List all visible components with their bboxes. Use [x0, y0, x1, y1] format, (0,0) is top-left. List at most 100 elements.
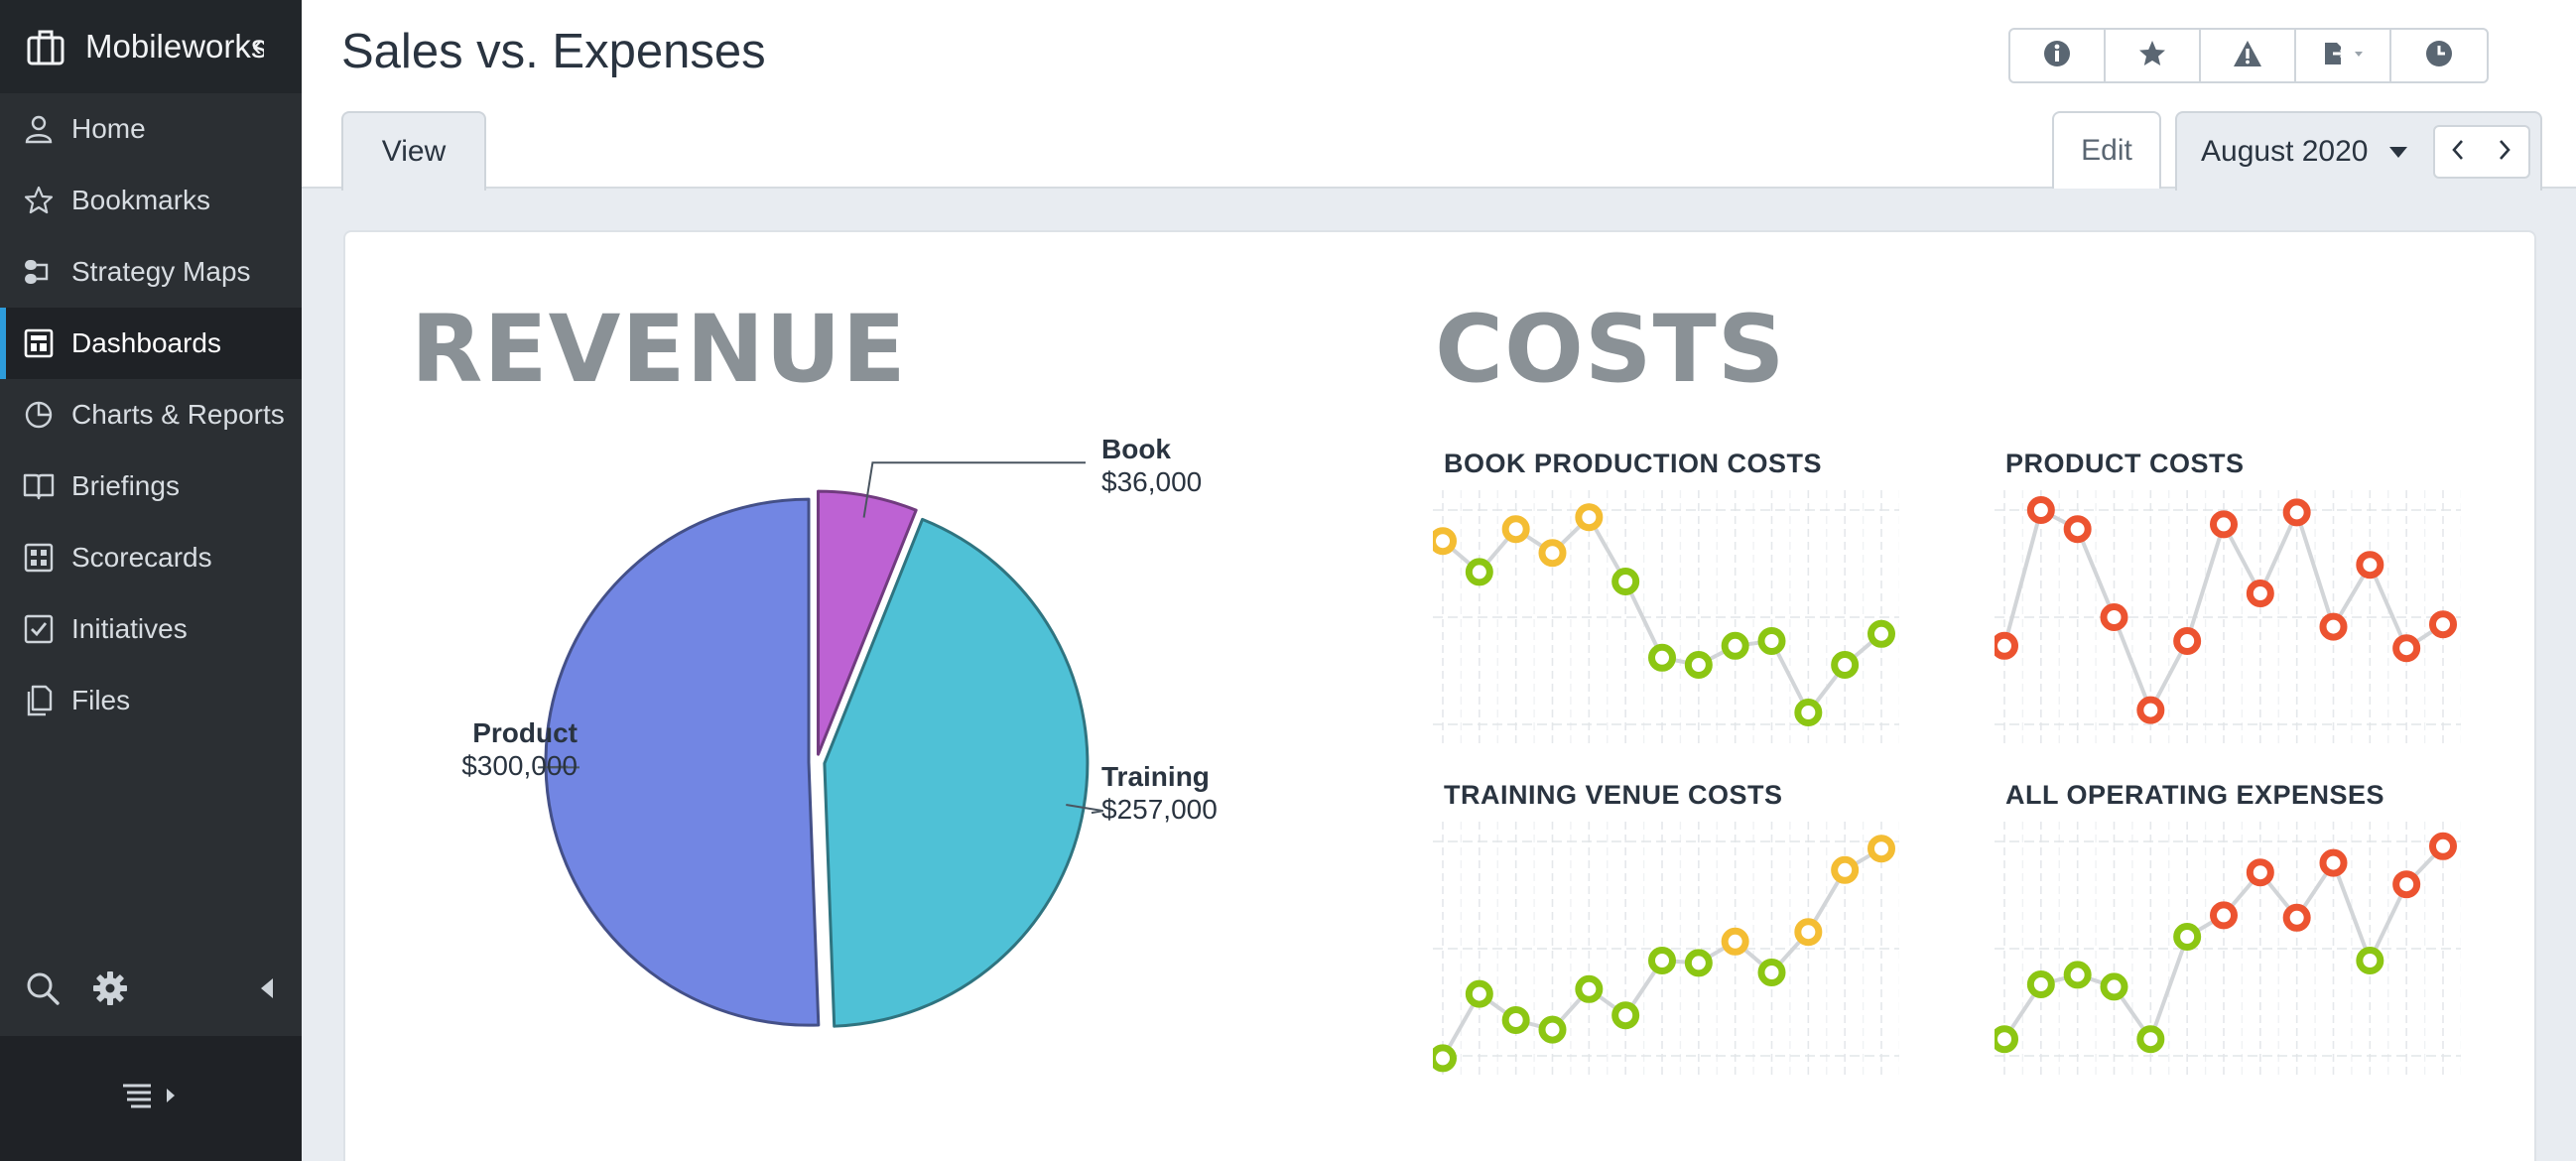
edit-button[interactable]: Edit	[2052, 111, 2161, 189]
caret-down-icon[interactable]	[2389, 147, 2407, 158]
all-operating-expenses-title: ALL OPERATING EXPENSES	[2005, 780, 2385, 810]
next-period-button[interactable]	[2481, 125, 2530, 179]
data-point[interactable]	[1684, 651, 1713, 679]
data-point[interactable]	[2063, 515, 2092, 544]
data-point[interactable]	[1995, 631, 2018, 660]
data-point[interactable]	[2429, 610, 2457, 639]
data-point[interactable]	[1868, 835, 1895, 863]
data-point[interactable]	[1648, 947, 1676, 974]
data-point[interactable]	[2210, 901, 2238, 930]
data-point[interactable]	[2319, 848, 2348, 877]
training-venue-costs-chart	[1433, 822, 1899, 1078]
data-point[interactable]	[1501, 515, 1530, 544]
triangle-left-icon[interactable]	[258, 976, 276, 1005]
data-point[interactable]	[1721, 631, 1749, 660]
data-point[interactable]	[1757, 627, 1786, 655]
app-name: Mobileworks	[85, 28, 264, 64]
pie-label-value: $257,000	[1101, 794, 1218, 825]
data-point[interactable]	[2392, 870, 2421, 899]
list-expand-icon[interactable]	[121, 1080, 181, 1118]
alert-button[interactable]	[2201, 30, 2296, 81]
sidebar-item-briefings[interactable]: Briefings	[0, 451, 302, 522]
sidebar-item-label: Home	[71, 113, 146, 144]
pie-chart-icon	[22, 398, 56, 432]
data-point[interactable]	[1575, 974, 1604, 1003]
book-production-costs-chart	[1433, 490, 1899, 746]
data-point[interactable]	[1794, 699, 1823, 726]
data-point[interactable]	[1995, 1025, 2018, 1054]
data-point[interactable]	[2173, 923, 2202, 951]
data-point[interactable]	[2356, 947, 2384, 974]
data-point[interactable]	[2136, 696, 2165, 724]
star-icon	[22, 184, 56, 217]
data-point[interactable]	[1465, 558, 1493, 586]
data-point[interactable]	[2173, 627, 2202, 655]
data-point[interactable]	[2026, 496, 2055, 524]
data-point[interactable]	[1538, 539, 1567, 568]
export-button[interactable]	[2296, 30, 2391, 81]
data-point[interactable]	[2356, 551, 2384, 580]
sidebar-item-dashboards[interactable]: Dashboards	[0, 308, 302, 379]
product-costs-title: PRODUCT COSTS	[2005, 449, 2245, 478]
data-point[interactable]	[2392, 634, 2421, 663]
sidebar-item-home[interactable]: Home	[0, 93, 302, 165]
data-point[interactable]	[2063, 961, 2092, 989]
data-point[interactable]	[1433, 527, 1457, 556]
data-point[interactable]	[1611, 1001, 1640, 1030]
pie-label-name: Product	[472, 717, 578, 748]
sidebar-item-scorecards[interactable]: Scorecards	[0, 522, 302, 593]
sidebar-nav: Home Bookmarks Strategy Maps Dashboards …	[0, 93, 302, 736]
collapse-sidebar-button[interactable]: ‹	[252, 30, 262, 63]
pie-slice-product[interactable]	[544, 497, 821, 1027]
data-point[interactable]	[2429, 832, 2457, 860]
data-point[interactable]	[1575, 503, 1604, 532]
pie-label-value: $300,000	[461, 750, 578, 781]
data-point[interactable]	[2100, 603, 2128, 631]
data-point[interactable]	[1684, 949, 1713, 977]
sidebar-item-files[interactable]: Files	[0, 665, 302, 736]
data-point[interactable]	[2246, 858, 2274, 887]
data-point[interactable]	[2026, 970, 2055, 998]
data-point[interactable]	[1611, 568, 1640, 595]
data-point[interactable]	[1794, 918, 1823, 947]
search-icon[interactable]	[24, 969, 62, 1007]
sidebar-item-label: Charts & Reports	[71, 399, 285, 430]
data-point[interactable]	[2246, 580, 2274, 607]
data-point[interactable]	[1538, 1015, 1567, 1044]
data-point[interactable]	[2210, 510, 2238, 539]
sidebar-item-charts-reports[interactable]: Charts & Reports	[0, 379, 302, 451]
info-icon	[2042, 39, 2072, 73]
sidebar-item-label: Strategy Maps	[71, 256, 251, 287]
tab-view[interactable]: View	[341, 111, 486, 191]
data-point[interactable]	[2282, 903, 2311, 932]
info-button[interactable]	[2010, 30, 2106, 81]
sidebar-footer	[0, 1036, 302, 1161]
data-point[interactable]	[2319, 612, 2348, 641]
period-dropdown[interactable]: August 2020	[2201, 135, 2369, 168]
data-point[interactable]	[1433, 1044, 1457, 1073]
data-point[interactable]	[1648, 643, 1676, 672]
previous-period-button[interactable]	[2433, 125, 2483, 179]
pie-label-value: $36,000	[1101, 466, 1203, 497]
data-point[interactable]	[2282, 498, 2311, 527]
brand-bar: Mobileworks ‹	[0, 0, 302, 93]
data-point[interactable]	[1831, 855, 1860, 884]
data-point[interactable]	[1465, 979, 1493, 1008]
history-button[interactable]	[2391, 30, 2487, 81]
sidebar-item-bookmarks[interactable]: Bookmarks	[0, 165, 302, 236]
data-point[interactable]	[2136, 1025, 2165, 1054]
data-point[interactable]	[1757, 959, 1786, 986]
sidebar-item-label: Files	[71, 685, 131, 715]
pie-leader-line	[538, 765, 580, 769]
data-point[interactable]	[1721, 927, 1749, 956]
data-point[interactable]	[1831, 651, 1860, 679]
sidebar-item-strategy-maps[interactable]: Strategy Maps	[0, 236, 302, 308]
all-operating-expenses-chart	[1995, 822, 2461, 1078]
data-point[interactable]	[2100, 972, 2128, 1001]
data-point[interactable]	[1868, 619, 1895, 648]
bookmark-button[interactable]	[2106, 30, 2201, 81]
gear-icon[interactable]	[91, 969, 129, 1007]
warning-icon	[2232, 39, 2263, 73]
data-point[interactable]	[1501, 1006, 1530, 1034]
sidebar-item-initiatives[interactable]: Initiatives	[0, 593, 302, 665]
